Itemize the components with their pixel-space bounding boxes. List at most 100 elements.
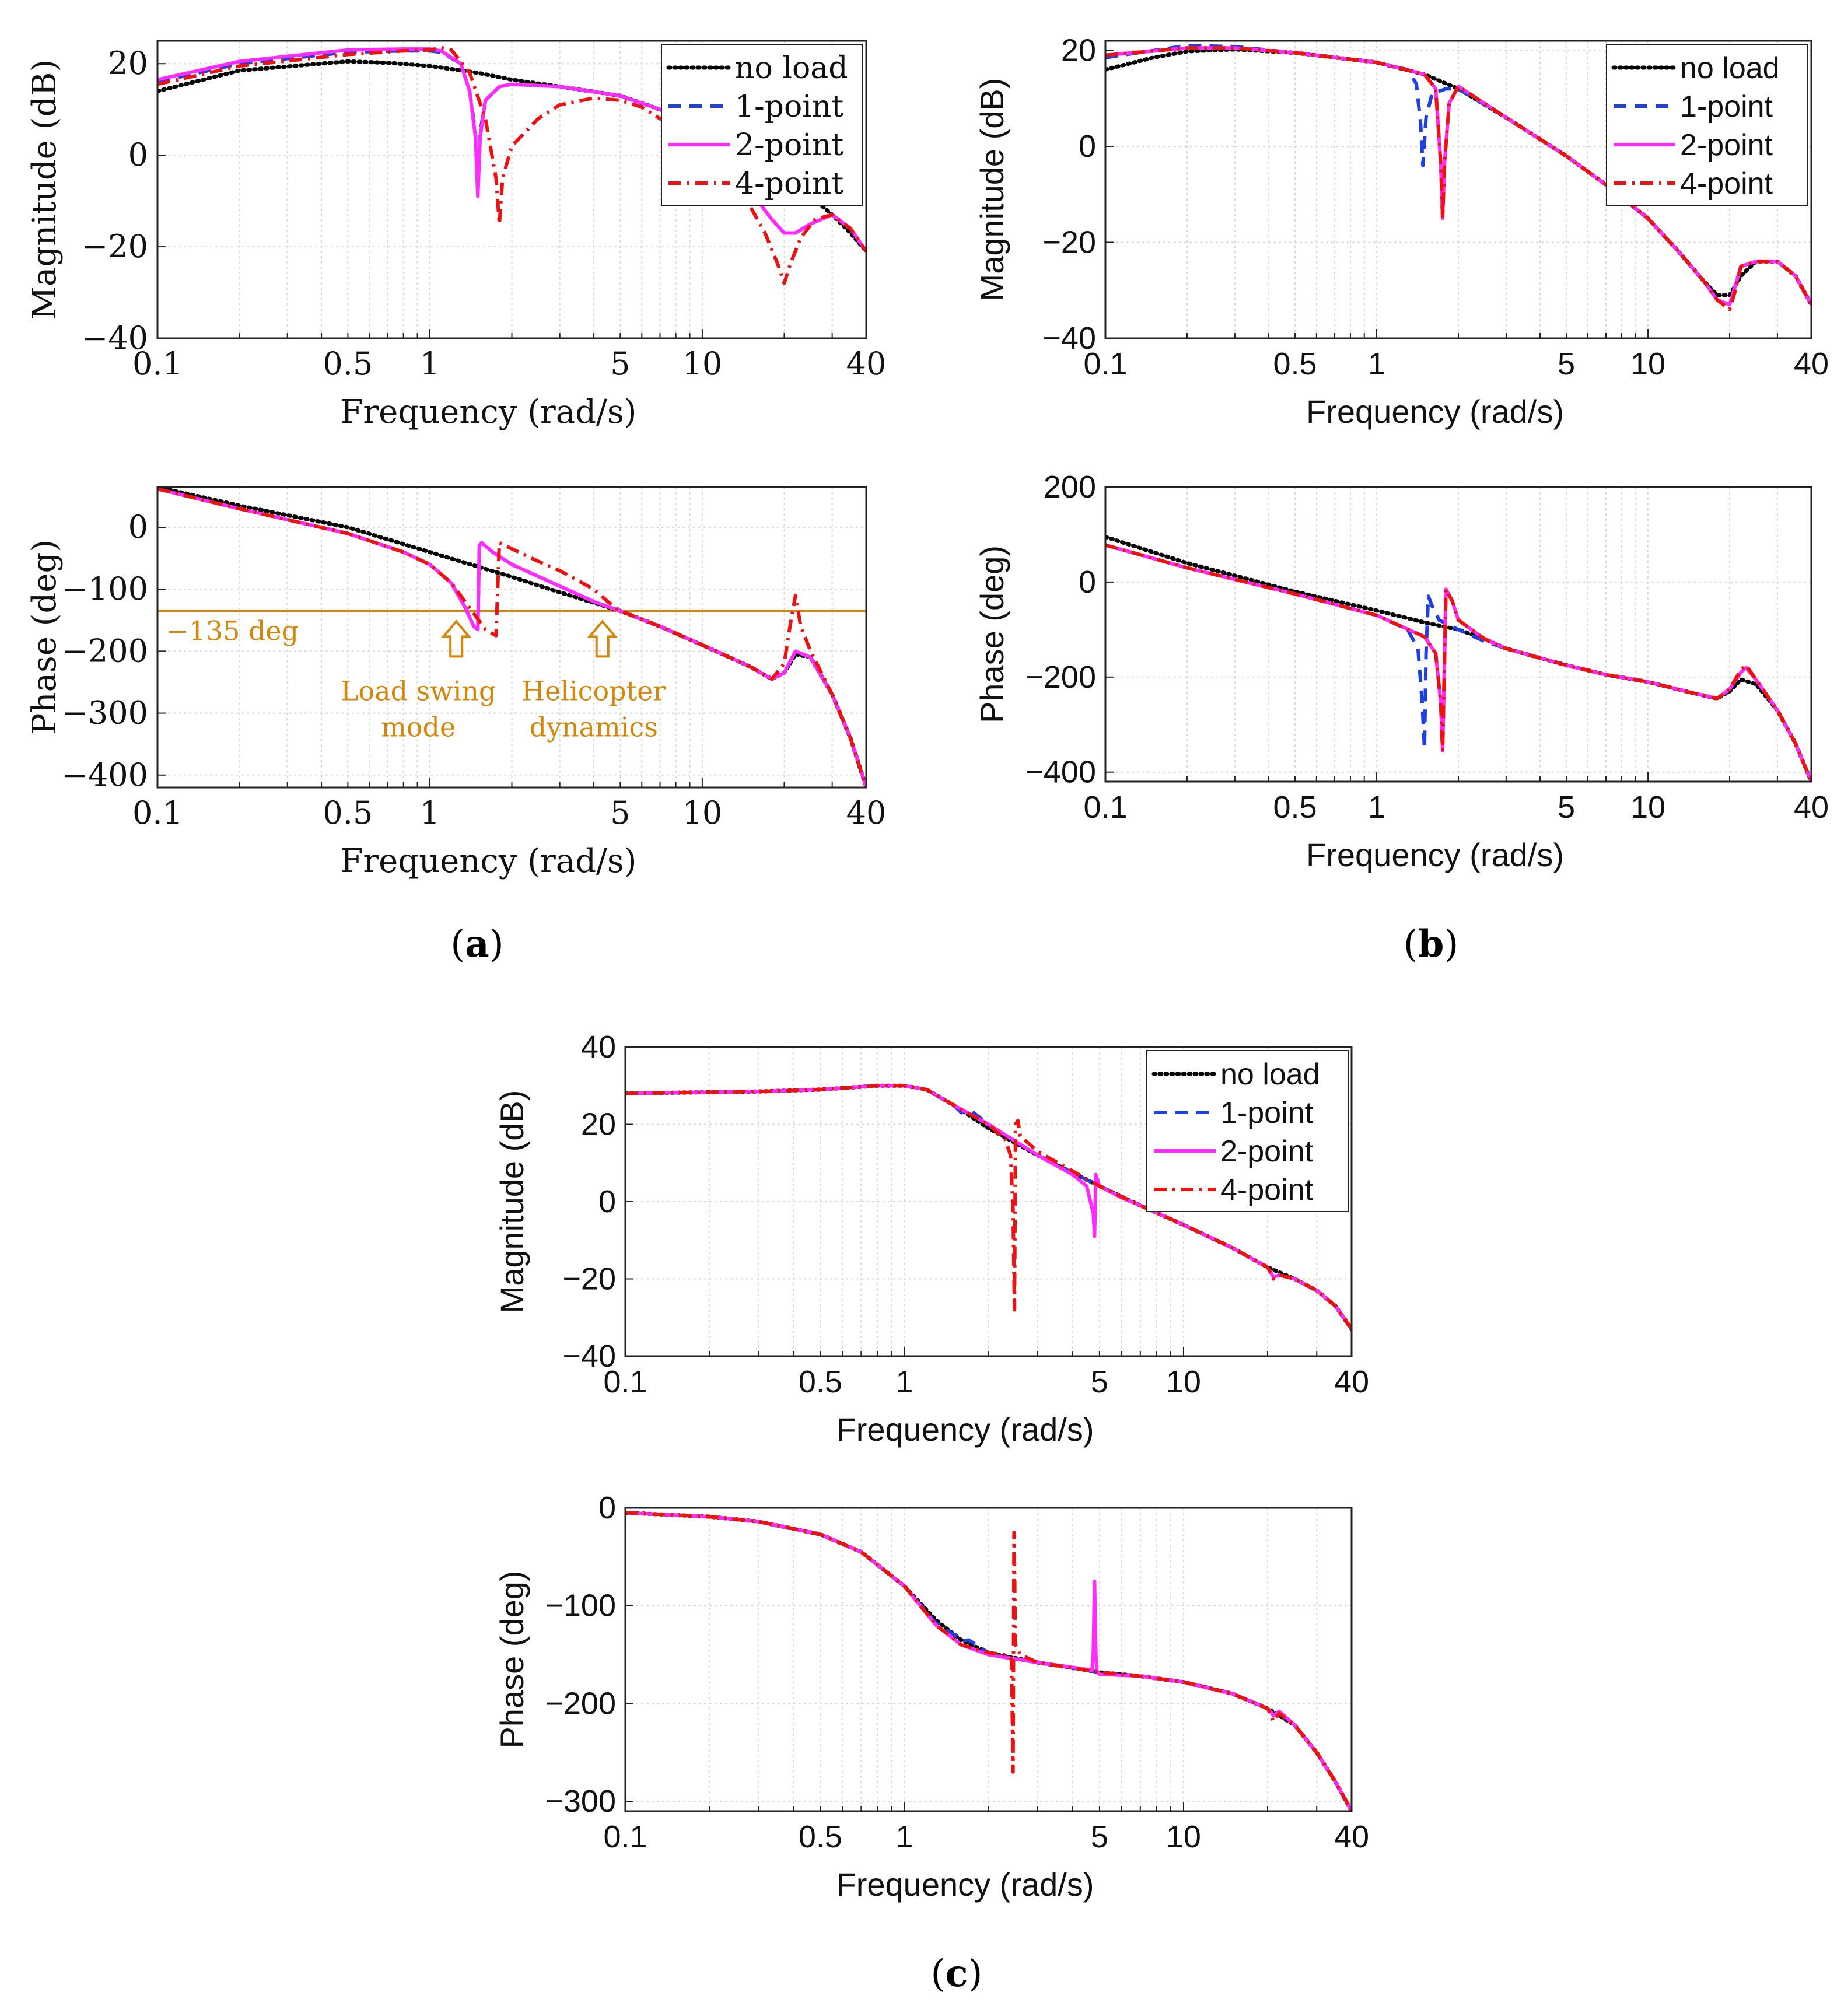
series-line-4-point [158, 487, 866, 787]
chart-b-phase: 0.1 0.5 1 5 10 40 200 0 −200 −400 Frequency (rad/s… [974, 470, 1829, 873]
y-grid [625, 1605, 1352, 1802]
x-tick-label: 1 [895, 1364, 913, 1399]
y-tick-label: −200 [1025, 660, 1096, 695]
legend-label-2-point: 2-point [735, 128, 844, 163]
x-ticks: 0.1 0.5 1 5 10 40 [132, 329, 886, 382]
y-tick-label: −300 [545, 1784, 616, 1819]
series-line-4-point [625, 1511, 1352, 1811]
x-tick-label: 0.5 [799, 1364, 842, 1399]
x-tick-label: 40 [846, 794, 887, 831]
series-group [625, 1510, 1352, 1811]
x-tick-label: 1 [1368, 346, 1385, 381]
x-tick-label: 5 [1091, 1819, 1108, 1854]
x-tick-label: 10 [682, 345, 723, 382]
y-tick-label: −100 [545, 1588, 616, 1623]
y-tick-label: −20 [1042, 225, 1096, 260]
y-tick-label: 0 [128, 509, 148, 545]
x-tick-label: 0.1 [1083, 346, 1127, 381]
legend-label-no-load: no load [1680, 51, 1780, 85]
x-axis-label: Frequency (rad/s) [1306, 393, 1564, 430]
x-tick-label: 0.5 [1273, 790, 1317, 825]
y-axis-label: Phase (deg) [494, 1570, 530, 1748]
x-tick-label: 40 [1794, 790, 1829, 825]
chart-c-phase: 0.1 0.5 1 5 10 40 0 −100 −200 −300 Frequency (rad/… [494, 1490, 1369, 1903]
x-tick-label: 10 [682, 794, 723, 831]
x-tick-label: 1 [1368, 790, 1385, 825]
legend-label-4-point: 4-point [735, 166, 844, 201]
y-tick-label: 0 [1079, 129, 1096, 164]
y-grid [1105, 581, 1811, 773]
annotation-text: dynamics [530, 711, 658, 743]
x-ticks: 0.1 0.5 1 5 10 40 [603, 1802, 1369, 1854]
x-tick-label: 1 [420, 794, 440, 831]
x-tick-label: 10 [1166, 1364, 1201, 1399]
legend-box [661, 44, 863, 206]
x-tick-label: 0.5 [323, 345, 373, 382]
legend-label-4-point: 4-point [1680, 167, 1773, 201]
y-axis-label: Phase (deg) [974, 545, 1010, 723]
plot-area [158, 487, 866, 787]
legend-box [1146, 1050, 1349, 1212]
y-axis-label: Phase (deg) [26, 540, 64, 735]
x-ticks: 0.1 0.5 1 5 10 40 [603, 1347, 1369, 1399]
annotation-arrow [440, 619, 472, 658]
x-axis-label: Frequency (rad/s) [836, 1411, 1094, 1448]
panel-label-c: (c) [931, 1952, 983, 1996]
series-line-4-point [1105, 543, 1811, 782]
y-tick-label: −200 [62, 632, 148, 669]
y-ticks: 20 0 −20 −40 [1042, 33, 1114, 356]
series-line-2-point [625, 1511, 1352, 1811]
y-ticks: 20 0 −20 −40 [82, 45, 166, 356]
legend-label-2-point: 2-point [1680, 128, 1773, 162]
y-tick-label: −40 [562, 1339, 616, 1374]
reference-line-label: −135 deg [166, 615, 299, 646]
legend-label-1-point: 1-point [1680, 90, 1773, 124]
annotation-text: Load swing [341, 675, 496, 706]
legend-label-1-point: 1-point [735, 89, 844, 124]
y-tick-label: 40 [581, 1030, 616, 1065]
annotation-text: Helicopter [522, 675, 666, 706]
y-tick-label: −200 [545, 1686, 616, 1721]
y-tick-label: −40 [1042, 321, 1096, 356]
x-ticks: 0.1 0.5 1 5 10 40 [1083, 329, 1829, 381]
y-ticks: 0 −100 −200 −300 −400 [62, 509, 166, 793]
series-group [158, 487, 866, 787]
x-tick-label: 5 [1558, 346, 1575, 381]
x-tick-label: 40 [1334, 1364, 1369, 1399]
x-axis-label: Frequency (rad/s) [341, 842, 637, 880]
x-axis-label: Frequency (rad/s) [341, 393, 637, 431]
x-ticks: 0.1 0.5 1 5 10 40 [132, 778, 886, 831]
y-tick-label: −20 [562, 1262, 616, 1297]
y-tick-label: 20 [581, 1107, 616, 1142]
legend-label-no-load: no load [1220, 1058, 1320, 1091]
x-tick-label: 5 [610, 345, 630, 382]
y-tick-label: −400 [1025, 755, 1096, 790]
y-tick-label: −20 [82, 228, 148, 265]
chart-a-mag: 0.1 0.5 1 5 10 40 20 0 −20 −40 Frequency (rad/s) Ma… [26, 40, 886, 431]
x-grid [239, 41, 833, 338]
annotation-arrow [587, 619, 618, 658]
x-tick-label: 0.1 [603, 1819, 647, 1854]
panel-label-b: (b) [1404, 922, 1459, 966]
x-tick-label: 1 [895, 1819, 913, 1854]
x-tick-label: 40 [846, 345, 887, 382]
y-ticks: 40 20 0 −20 −40 [562, 1030, 634, 1374]
y-tick-label: 20 [1061, 33, 1096, 68]
x-tick-label: 1 [420, 345, 440, 382]
y-tick-label: 0 [598, 1490, 616, 1525]
x-tick-label: 0.1 [1083, 790, 1127, 825]
y-ticks: 0 −100 −200 −300 [545, 1490, 634, 1819]
x-tick-label: 5 [1558, 790, 1575, 825]
y-tick-label: −300 [62, 695, 148, 731]
y-axis-label: Magnitude (dB) [974, 78, 1010, 302]
legend: no load 1-point 2-point 4-point [1606, 44, 1808, 206]
x-tick-label: 10 [1166, 1819, 1201, 1854]
x-ticks: 0.1 0.5 1 5 10 40 [1083, 772, 1829, 825]
y-tick-label: −40 [82, 320, 148, 356]
x-tick-label: 40 [1334, 1819, 1369, 1854]
x-grid [709, 1508, 1318, 1811]
